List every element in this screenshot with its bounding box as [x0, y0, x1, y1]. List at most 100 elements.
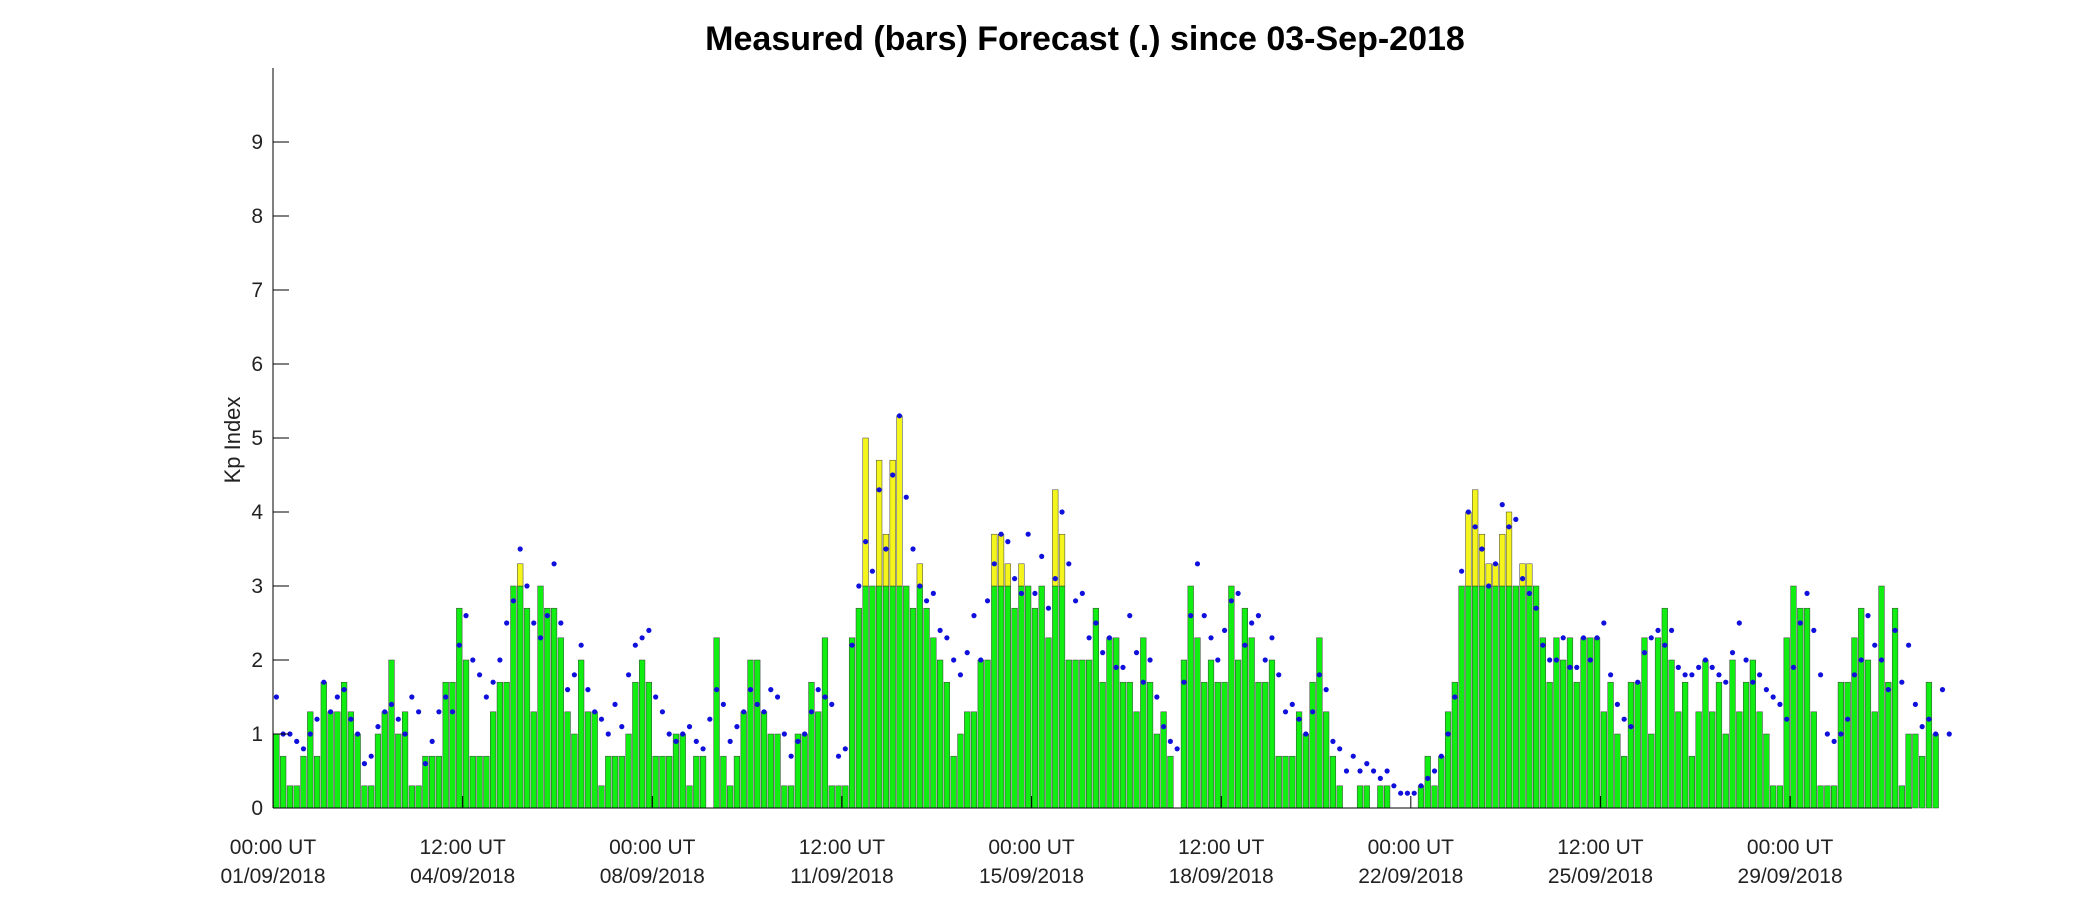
x-tick-label-time: 12:00 UT: [799, 836, 886, 859]
bar-segment-quiet: [1424, 755, 1431, 809]
bar-segment-quiet: [1587, 637, 1594, 809]
forecast-point: [1784, 716, 1790, 722]
bar-segment-quiet: [1817, 785, 1824, 809]
bar-segment-quiet: [320, 681, 327, 809]
y-tick-label: 9: [251, 131, 263, 154]
bar-segment-quiet: [1018, 585, 1025, 809]
bar: [1831, 785, 1838, 809]
bar: [1837, 681, 1844, 809]
bar: [591, 711, 598, 809]
forecast-point: [1811, 627, 1817, 634]
forecast-point: [1425, 775, 1431, 782]
bar-segment-quiet: [476, 755, 483, 809]
bar: [1932, 733, 1939, 809]
forecast-point: [1398, 790, 1404, 796]
bar: [1844, 681, 1851, 809]
bar: [1919, 755, 1926, 809]
bar-segment-quiet: [469, 755, 476, 809]
bar-segment-quiet: [639, 659, 646, 809]
bar-segment-quiet: [964, 711, 971, 809]
y-tick-label: 2: [251, 649, 263, 672]
forecast-point: [1032, 590, 1038, 597]
bar: [490, 711, 497, 809]
forecast-point: [558, 620, 564, 626]
bar-segment-quiet: [1722, 733, 1729, 809]
bar-segment-quiet: [327, 711, 334, 809]
forecast-point: [1750, 679, 1756, 685]
bar: [280, 755, 287, 809]
bar-segment-storm: [1472, 489, 1479, 587]
x-tick-label-date: 11/09/2018: [790, 865, 894, 888]
forecast-point: [937, 627, 943, 634]
bar-segment-quiet: [1478, 585, 1486, 809]
bar: [855, 607, 862, 809]
bar: [1722, 733, 1729, 809]
x-tick-label-time: 00:00 UT: [988, 836, 1075, 859]
bar-segment-quiet: [537, 585, 544, 809]
bar: [672, 733, 680, 809]
bar: [1004, 563, 1011, 809]
forecast-point: [1939, 687, 1946, 693]
bar-segment-quiet: [1065, 659, 1072, 809]
bar: [286, 785, 294, 809]
forecast-point: [1614, 701, 1620, 708]
bar-segment-quiet: [876, 585, 883, 809]
forecast-point: [1174, 746, 1180, 752]
forecast-point: [835, 753, 842, 759]
bar: [720, 755, 727, 809]
forecast-point: [1120, 664, 1126, 671]
forecast-point: [1249, 620, 1255, 626]
bar-segment-quiet: [1871, 711, 1878, 809]
bar: [1248, 637, 1255, 809]
y-tick-label: 0: [251, 797, 263, 820]
bar-segment-quiet: [1309, 681, 1316, 809]
bar-segment-quiet: [1444, 711, 1452, 809]
forecast-point: [890, 472, 896, 478]
forecast-point: [714, 687, 720, 693]
bar: [1153, 733, 1160, 809]
bar-segment-quiet: [591, 711, 598, 809]
bar-segment-quiet: [1600, 711, 1607, 809]
forecast-point: [842, 746, 848, 752]
bar-segment-quiet: [286, 785, 294, 809]
bar: [510, 585, 517, 809]
forecast-point: [1140, 679, 1146, 685]
bar: [991, 533, 998, 809]
forecast-point: [483, 694, 489, 700]
x-tick-label-date: 04/09/2018: [410, 865, 515, 888]
bar: [1478, 533, 1486, 809]
bar-segment-quiet: [1316, 637, 1323, 809]
bar-segment-quiet: [693, 755, 700, 809]
bar-segment-quiet: [1499, 585, 1506, 809]
y-tick-label: 7: [251, 279, 263, 302]
bar: [1065, 659, 1072, 809]
bar-segment-storm: [517, 563, 524, 587]
forecast-point: [1574, 664, 1580, 671]
forecast-point: [673, 738, 679, 745]
forecast-point: [1926, 716, 1932, 722]
forecast-point: [1838, 731, 1844, 737]
bar-segment-quiet: [774, 733, 781, 809]
bar-segment-quiet: [1634, 681, 1641, 809]
forecast-point: [1161, 724, 1167, 730]
bar-segment-quiet: [1384, 785, 1391, 809]
forecast-point: [1208, 635, 1214, 641]
forecast-point: [395, 716, 401, 722]
bar: [1573, 681, 1580, 809]
bar-segment-quiet: [544, 607, 551, 809]
forecast-point: [917, 583, 923, 589]
bar-segment-quiet: [889, 585, 896, 809]
bar: [1289, 755, 1296, 809]
forecast-point: [1201, 613, 1207, 619]
bar-segment-storm: [1465, 511, 1472, 587]
bar: [429, 755, 436, 809]
forecast-point: [1350, 753, 1356, 759]
bar-segment-quiet: [1526, 585, 1533, 809]
bar-segment-quiet: [645, 681, 652, 809]
bar-segment-storm: [1519, 563, 1526, 587]
bar-segment-quiet: [564, 711, 571, 809]
bar-segment-storm: [1492, 563, 1499, 587]
forecast-point: [1188, 613, 1194, 619]
bar: [1519, 563, 1526, 809]
y-tick-label: 4: [251, 501, 263, 524]
